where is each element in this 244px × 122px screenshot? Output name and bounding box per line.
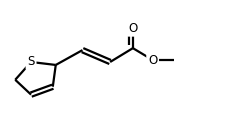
Text: O: O — [148, 54, 157, 66]
Text: S: S — [27, 56, 35, 68]
Text: O: O — [128, 22, 138, 35]
